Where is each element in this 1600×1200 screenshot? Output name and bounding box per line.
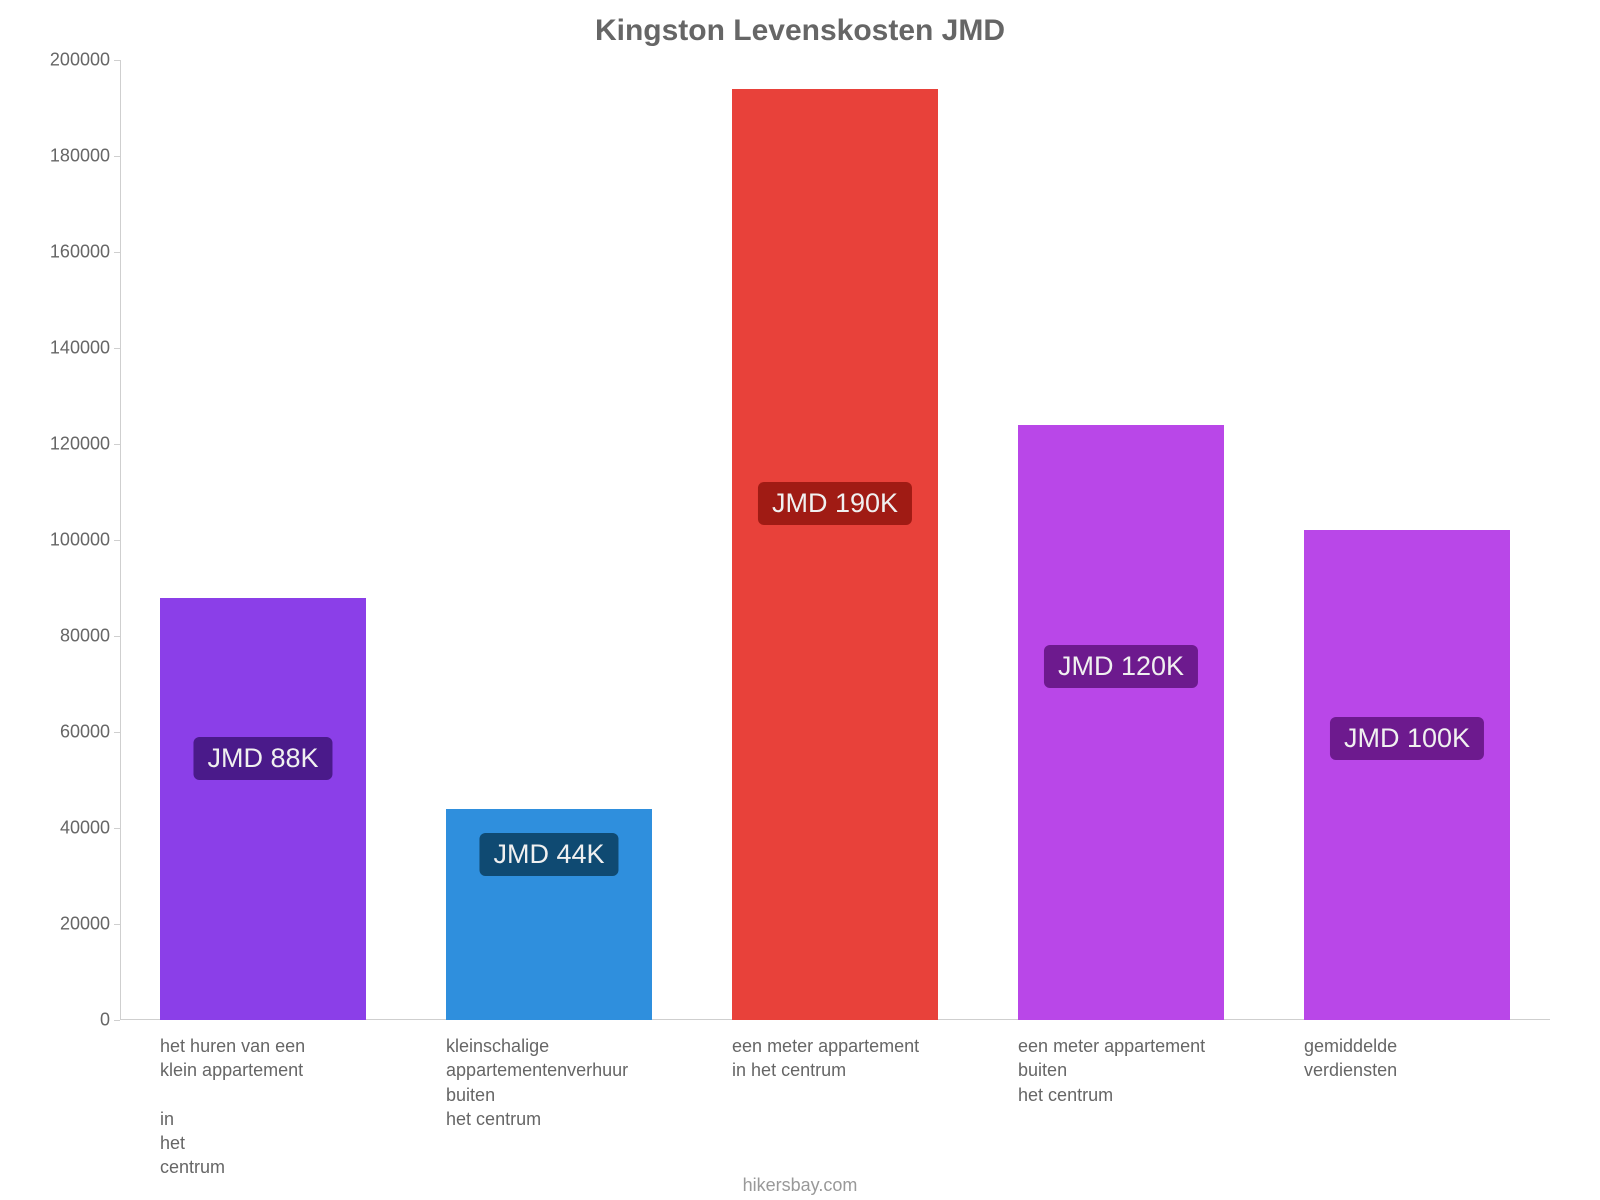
x-axis-label: een meter appartement buiten het centrum — [1018, 1034, 1205, 1107]
bar-value-label: JMD 100K — [1330, 717, 1484, 760]
y-tick-label: 60000 — [30, 722, 110, 743]
bar-value-label: JMD 120K — [1044, 645, 1198, 688]
x-axis-label: kleinschalige appartementenverhuur buite… — [446, 1034, 628, 1131]
y-tick-label: 140000 — [30, 338, 110, 359]
bar-value-label: JMD 44K — [479, 833, 618, 876]
y-tick-mark — [114, 156, 120, 157]
bar-small_apt_center — [160, 598, 366, 1020]
y-tick-label: 80000 — [30, 626, 110, 647]
y-tick-mark — [114, 60, 120, 61]
y-tick-label: 0 — [30, 1010, 110, 1031]
y-tick-mark — [114, 1020, 120, 1021]
bar-value-label: JMD 88K — [193, 737, 332, 780]
y-tick-mark — [114, 924, 120, 925]
chart-container: Kingston Levenskosten JMD 02000040000600… — [0, 0, 1600, 1200]
attribution-text: hikersbay.com — [0, 1175, 1600, 1196]
y-tick-mark — [114, 732, 120, 733]
bar-sqm_outside — [1018, 425, 1224, 1020]
bar-avg_earnings — [1304, 530, 1510, 1020]
y-tick-mark — [114, 444, 120, 445]
y-tick-mark — [114, 348, 120, 349]
x-axis-label: het huren van een klein appartement in h… — [160, 1034, 305, 1180]
plot-area: 0200004000060000800001000001200001400001… — [120, 60, 1550, 1020]
bar-value-label: JMD 190K — [758, 482, 912, 525]
y-tick-label: 180000 — [30, 146, 110, 167]
y-tick-mark — [114, 828, 120, 829]
y-tick-mark — [114, 252, 120, 253]
y-tick-label: 40000 — [30, 818, 110, 839]
y-tick-label: 200000 — [30, 50, 110, 71]
y-tick-mark — [114, 540, 120, 541]
y-axis — [120, 60, 121, 1020]
y-tick-label: 100000 — [30, 530, 110, 551]
x-axis-label: een meter appartement in het centrum — [732, 1034, 919, 1083]
chart-title: Kingston Levenskosten JMD — [0, 14, 1600, 48]
bar-sqm_center — [732, 89, 938, 1020]
y-tick-label: 160000 — [30, 242, 110, 263]
y-tick-label: 20000 — [30, 914, 110, 935]
y-tick-mark — [114, 636, 120, 637]
y-tick-label: 120000 — [30, 434, 110, 455]
x-axis-label: gemiddelde verdiensten — [1304, 1034, 1397, 1083]
